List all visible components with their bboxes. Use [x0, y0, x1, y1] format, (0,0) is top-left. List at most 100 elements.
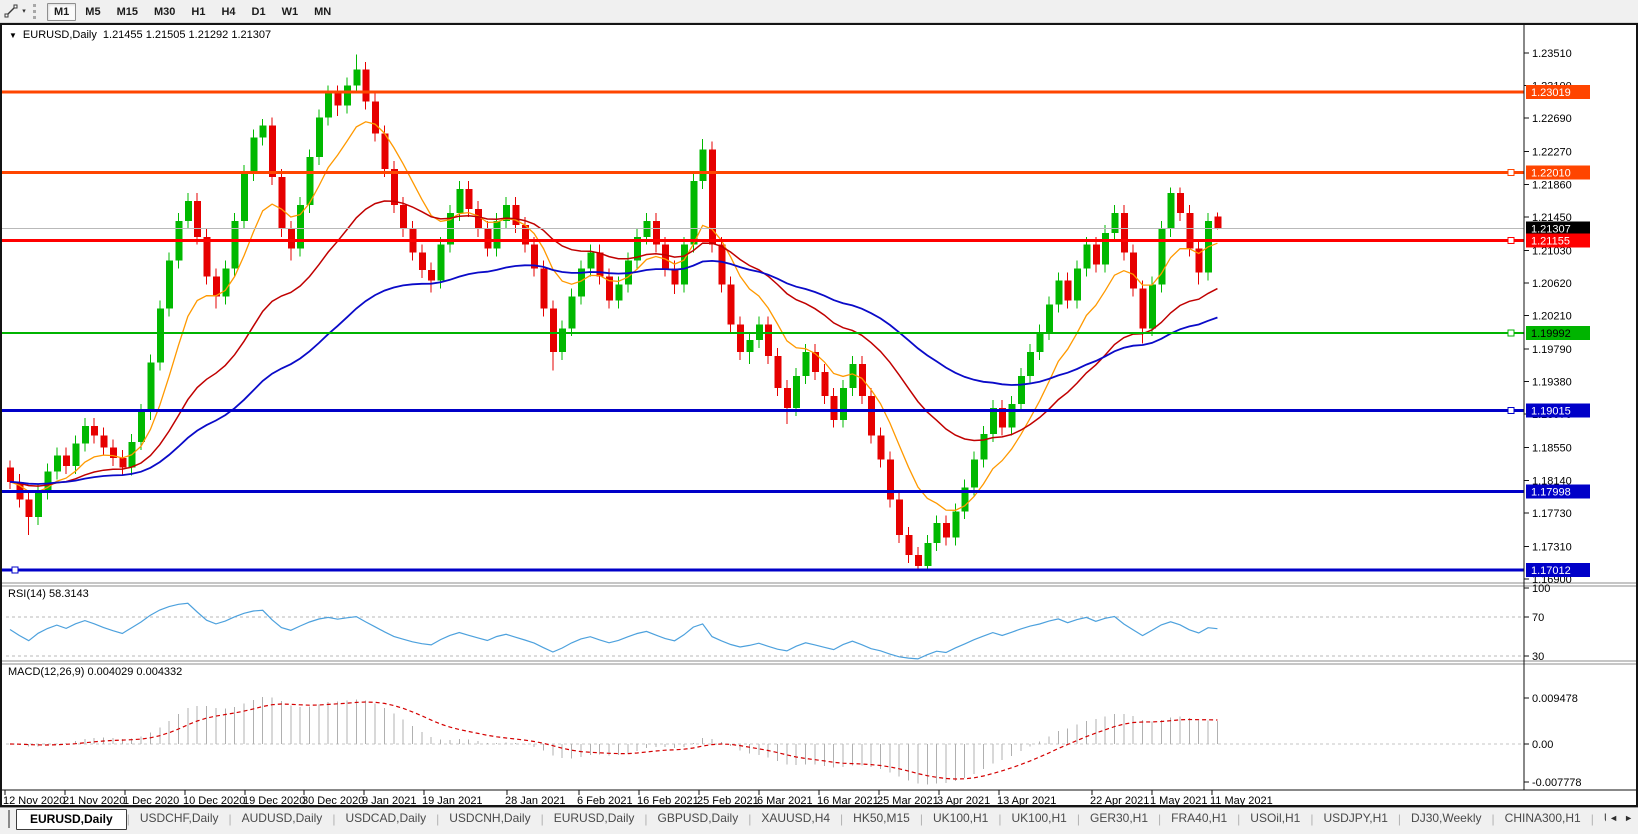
tab-china300-h1[interactable]: CHINA300,H1	[1504, 811, 1581, 825]
svg-text:1.17730: 1.17730	[1532, 508, 1572, 520]
tab-dj30-weekly[interactable]: DJ30,Weekly	[1411, 811, 1482, 825]
level-price-label-1.17998: 1.17998	[1526, 484, 1590, 499]
line-studies-icon[interactable]	[3, 3, 19, 19]
timeframe-button-m30[interactable]: M30	[153, 6, 176, 18]
tab-separator: |	[540, 812, 544, 826]
tab-audusd-daily[interactable]: AUDUSD,Daily	[241, 811, 323, 825]
line-handle-1.19992[interactable]	[1507, 329, 1515, 337]
tab-separator: |	[1590, 812, 1594, 826]
line-studies-dropdown-icon[interactable]: ▾	[22, 8, 26, 15]
date-label: 16 Mar 2021	[817, 795, 879, 805]
timeframe-button-w1[interactable]: W1	[281, 6, 299, 18]
macd-axis-label: 0.009478	[1532, 693, 1578, 705]
date-label: 30 Dec 2020	[302, 795, 364, 805]
svg-text:1.18550: 1.18550	[1532, 443, 1572, 455]
date-label: 19 Dec 2020	[243, 795, 305, 805]
date-label: 13 Apr 2021	[997, 795, 1056, 805]
line-handle-1.17012[interactable]	[11, 566, 19, 574]
tab-separator: |	[1310, 812, 1314, 826]
tab-separator: |	[126, 812, 130, 826]
date-label: 6 Mar 2021	[757, 795, 813, 805]
tabs-container: EURUSD,Daily | USDCHF,Daily | AUDUSD,Daily | U…	[16, 808, 1638, 830]
svg-text:1.19790: 1.19790	[1532, 344, 1572, 356]
tab-separator: |	[332, 812, 336, 826]
timeframe-button-m5[interactable]: M5	[85, 6, 101, 18]
timeframe-button-d1[interactable]: D1	[251, 6, 266, 18]
date-label: 25 Feb 2021	[697, 795, 759, 805]
tab-scroll-controls: ◄ ►	[1606, 811, 1636, 825]
tab-usdcad-daily[interactable]: USDCAD,Daily	[345, 811, 427, 825]
tab-fra40-h1[interactable]: FRA40,H1	[1171, 811, 1228, 825]
timeframe-button-h4[interactable]: H4	[221, 6, 236, 18]
svg-text:1.20210: 1.20210	[1532, 311, 1572, 323]
svg-text:1.19992: 1.19992	[1531, 328, 1571, 340]
tab-separator: |	[644, 812, 648, 826]
line-handle-1.19015[interactable]	[1507, 407, 1515, 415]
macd-indicator-label: MACD(12,26,9) 0.004029 0.004332	[8, 666, 183, 678]
tab-separator: |	[1491, 812, 1495, 826]
chart-tab-bar: EURUSD,Daily | USDCHF,Daily | AUDUSD,Daily | U…	[0, 807, 1638, 834]
tab-ger30-h1[interactable]: GER30,H1	[1089, 811, 1149, 825]
date-label: 16 Feb 2021	[637, 795, 699, 805]
tab-separator: |	[748, 812, 752, 826]
svg-text:1.21450: 1.21450	[1532, 212, 1572, 224]
svg-text:1.17012: 1.17012	[1531, 565, 1571, 577]
svg-text:1.18140: 1.18140	[1532, 475, 1572, 487]
date-label: 9 Jan 2021	[362, 795, 416, 805]
timeframe-button-m15[interactable]: M15	[116, 6, 138, 18]
tab-scroll-left-icon[interactable]: ◄	[1609, 813, 1619, 823]
tab-hk50-m15[interactable]: HK50,M15	[853, 811, 910, 825]
level-price-label-1.17012: 1.17012	[1526, 563, 1590, 578]
level-price-label-1.21155: 1.21155	[1526, 233, 1590, 248]
tab-usdjpy-h1[interactable]: USDJPY,H1	[1323, 811, 1388, 825]
tab-separator: |	[1076, 812, 1080, 826]
svg-text:1.17998: 1.17998	[1531, 487, 1571, 499]
date-label: 22 Apr 2021	[1090, 795, 1149, 805]
chart-ohlc-values: 1.21455 1.21505 1.21292 1.21307	[102, 29, 272, 41]
svg-text:1.22690: 1.22690	[1532, 113, 1572, 125]
date-label: 28 Jan 2021	[505, 795, 566, 805]
level-price-label-1.19015: 1.19015	[1526, 403, 1590, 418]
tab-separator: |	[228, 812, 232, 826]
rsi-axis-label: 30	[1532, 651, 1544, 663]
price-chart-canvas[interactable]: 1.235101.231001.226901.222701.218601.214…	[2, 25, 1636, 805]
symbol-menu-icon[interactable]: ▼	[9, 30, 17, 40]
tab-usdcnh-daily[interactable]: USDCNH,Daily	[449, 811, 531, 825]
svg-text:1.23019: 1.23019	[1531, 87, 1571, 99]
toolbar: ▾ M1 M5 M15 M30 H1 H4 D1 W1 MN	[0, 0, 1638, 23]
tab-eurusd-daily[interactable]: EURUSD,Daily	[553, 811, 635, 825]
svg-text:1.21860: 1.21860	[1532, 179, 1572, 191]
tab-uk100-h1[interactable]: UK100,H1	[1011, 811, 1067, 825]
tab-separator: |	[1397, 812, 1402, 826]
tab-xauusd-h4[interactable]: XAUUSD,H4	[761, 811, 831, 825]
svg-text:1.21030: 1.21030	[1532, 245, 1572, 257]
level-price-label-1.23019: 1.23019	[1526, 85, 1590, 100]
current-price-label: 1.21307	[1526, 221, 1590, 236]
tab-separator: |	[919, 812, 923, 826]
timeframe-button-mn[interactable]: MN	[314, 6, 332, 18]
date-label: 3 Apr 2021	[937, 795, 990, 805]
rsi-axis-label: 100	[1532, 583, 1550, 595]
timeframe-button-m1[interactable]: M1	[47, 3, 77, 21]
tab-scroll-right-icon[interactable]: ►	[1624, 813, 1633, 823]
chart-symbol-label: EURUSD,Daily	[22, 29, 97, 41]
tab-usdchf-daily[interactable]: USDCHF,Daily	[139, 811, 219, 825]
chart-window: 1.235101.231001.226901.222701.218601.214…	[0, 23, 1638, 807]
tab-eurusd-daily[interactable]: EURUSD,Daily	[16, 809, 127, 830]
svg-text:1.21307: 1.21307	[1531, 223, 1571, 235]
macd-axis-label: 0.00	[1532, 739, 1553, 751]
date-label: 6 Feb 2021	[577, 795, 633, 805]
svg-text:1.21155: 1.21155	[1531, 235, 1570, 247]
tab-usoil-h1[interactable]: USOil,H1	[1250, 811, 1301, 825]
svg-text:1.20620: 1.20620	[1532, 278, 1572, 290]
tab-separator: |	[840, 812, 844, 826]
svg-text:1.23510: 1.23510	[1532, 48, 1572, 60]
tab-uk100-h1[interactable]: UK100,H1	[932, 811, 989, 825]
line-handle-1.21155[interactable]	[1507, 236, 1515, 244]
line-handle-1.22010[interactable]	[1507, 168, 1515, 176]
timeframe-button-group: M1 M5 M15 M30 H1 H4 D1 W1 MN	[46, 2, 339, 21]
svg-text:1.17310: 1.17310	[1532, 541, 1572, 553]
tab-separator: |	[436, 812, 440, 826]
timeframe-button-h1[interactable]: H1	[191, 6, 206, 18]
tab-gbpusd-daily[interactable]: GBPUSD,Daily	[657, 811, 739, 825]
